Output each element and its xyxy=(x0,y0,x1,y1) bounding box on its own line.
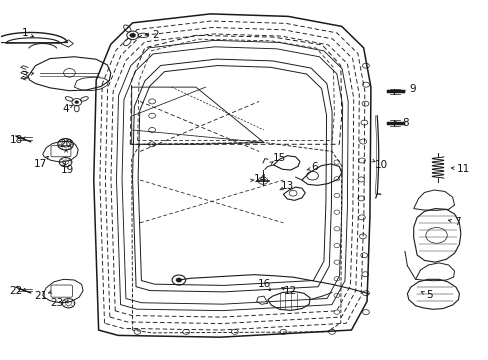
Text: 23: 23 xyxy=(51,298,64,308)
Text: 4: 4 xyxy=(62,104,69,113)
Text: 19: 19 xyxy=(61,165,74,175)
Text: 10: 10 xyxy=(374,160,387,170)
Text: 13: 13 xyxy=(280,181,293,192)
Text: 9: 9 xyxy=(408,84,415,94)
Text: 6: 6 xyxy=(311,162,318,172)
Text: 21: 21 xyxy=(35,291,48,301)
Text: 20: 20 xyxy=(60,139,73,149)
Text: 17: 17 xyxy=(34,159,47,169)
Text: 11: 11 xyxy=(456,164,469,174)
Text: 5: 5 xyxy=(425,290,432,300)
Circle shape xyxy=(176,278,182,282)
Text: 15: 15 xyxy=(272,153,285,163)
Text: 14: 14 xyxy=(253,174,266,184)
Text: 22: 22 xyxy=(9,286,22,296)
Text: 2: 2 xyxy=(152,30,159,40)
Text: 3: 3 xyxy=(21,71,28,81)
Text: 8: 8 xyxy=(402,118,408,128)
Text: 12: 12 xyxy=(284,287,297,296)
Text: 1: 1 xyxy=(21,28,28,38)
Text: 16: 16 xyxy=(258,279,271,289)
Circle shape xyxy=(75,101,79,104)
Circle shape xyxy=(129,33,135,37)
Text: 18: 18 xyxy=(9,135,22,145)
Text: 7: 7 xyxy=(453,217,460,227)
